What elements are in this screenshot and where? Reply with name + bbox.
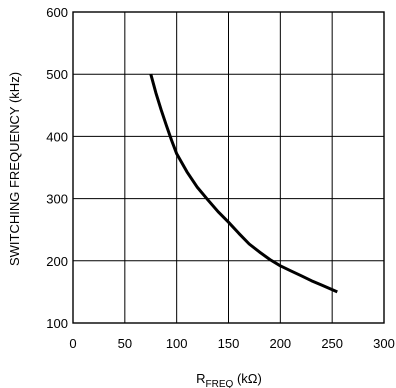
x-tick-labels: 0 50 100 150 200 250 300 bbox=[69, 336, 394, 351]
plot-border bbox=[72, 11, 385, 324]
plot-frame bbox=[72, 11, 385, 324]
x-tick-label: 100 bbox=[166, 336, 188, 351]
x-tick-label: 200 bbox=[269, 336, 291, 351]
y-tick-label: 400 bbox=[46, 129, 68, 144]
x-axis-label: RFREQ (kΩ) bbox=[196, 371, 262, 388]
x-axis-label-subscript: FREQ bbox=[206, 379, 234, 388]
x-tick-label: 50 bbox=[118, 336, 132, 351]
x-tick-label: 150 bbox=[218, 336, 240, 351]
y-tick-label: 300 bbox=[46, 192, 68, 207]
series-group bbox=[149, 73, 338, 294]
grid bbox=[72, 11, 385, 324]
y-tick-labels: 100 200 300 400 500 600 bbox=[46, 5, 68, 331]
y-axis-label: SWITCHING FREQUENCY (kHz) bbox=[7, 72, 22, 266]
series-line bbox=[149, 73, 338, 294]
x-tick-label: 250 bbox=[321, 336, 343, 351]
y-tick-label: 100 bbox=[46, 316, 68, 331]
y-tick-label: 500 bbox=[46, 67, 68, 82]
y-tick-label: 600 bbox=[46, 5, 68, 20]
y-tick-label: 200 bbox=[46, 254, 68, 269]
x-tick-label: 300 bbox=[373, 336, 395, 351]
x-axis-label-unit: (kΩ) bbox=[233, 371, 262, 386]
x-axis-label-main: R bbox=[196, 371, 205, 386]
x-tick-label: 0 bbox=[69, 336, 76, 351]
